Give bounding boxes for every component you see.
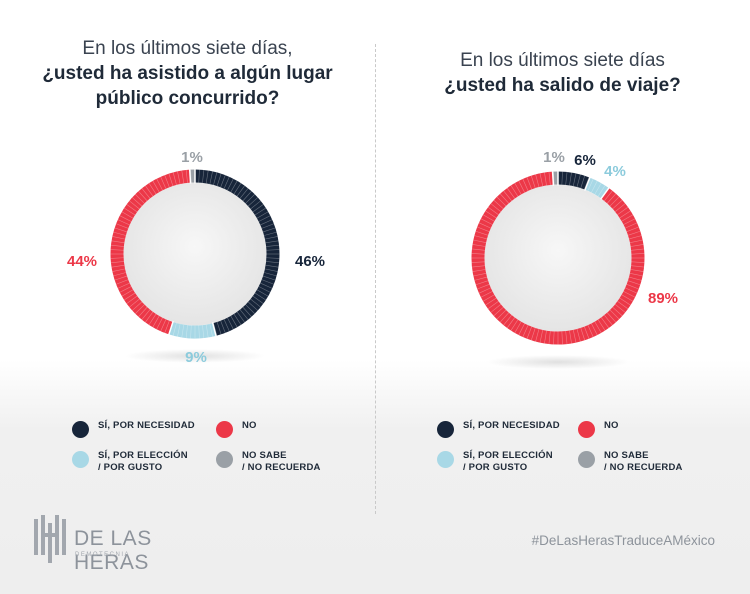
legend-label: NO SABE / NO RECUERDA [242,450,321,473]
donut-center [484,184,632,332]
donut-slice [471,171,645,345]
data-label: 44% [67,253,97,270]
data-label: 4% [604,163,626,180]
data-label: 1% [181,149,203,166]
chart-panel-asistido: En los últimos siete días, ¿usted ha asi… [0,0,375,520]
slice-separator [167,320,174,336]
donut-slice [194,169,280,336]
legend-swatch-lightblue [437,451,454,468]
chart-title-line1: En los últimos siete días [460,50,665,71]
donut-tick-marks [471,171,645,345]
legend-swatch-gray [578,451,595,468]
legend-item-no: NO [216,420,257,438]
legend-swatch-red [216,421,233,438]
data-label: 9% [185,349,207,366]
hashtag: #DeLasHerasTraduceAMéxico [531,533,715,548]
donut-chart-viaje: 6% 4% 89% 1% [471,149,678,369]
chart-title: En los últimos siete días, ¿usted ha asi… [0,36,375,111]
legend-label: SÍ, POR NECESIDAD [98,420,195,431]
chart-title-line2: ¿usted ha salido de viaje? [444,75,681,96]
legend-item-eleccion: SÍ, POR ELECCIÓN / POR GUSTO [437,450,553,474]
brand-logo: DE LAS HERAS DEMOTECNIA [34,515,214,574]
brand-name: DE LAS HERAS [74,527,152,574]
legend-label: NO [604,420,619,431]
donut-chart-asistido: 46% 9% 44% 1% [67,149,325,366]
donut-slice [110,169,191,335]
donut-shadow [486,355,630,369]
data-label: 89% [648,290,678,307]
legend-item-necesidad: SÍ, POR NECESIDAD [72,420,195,438]
donut-tick-marks [110,169,280,339]
chart-panel-viaje: En los últimos siete días ¿usted ha sali… [375,0,750,520]
chart-title-line1: En los últimos siete días, [82,38,293,59]
legend-item-eleccion: SÍ, POR ELECCIÓN / POR GUSTO [72,450,188,474]
chart-title-line2: ¿usted ha asistido a algún lugar [42,63,333,84]
brand-subtitle: DEMOTECNIA [75,552,131,558]
legend-label: NO [242,420,257,431]
slice-separator [211,322,217,338]
brand-logo-icon [34,515,66,563]
legend-swatch-navy [72,421,89,438]
legend-item-nosabe: NO SABE / NO RECUERDA [578,450,683,474]
slice-separator [600,186,611,200]
legend-swatch-lightblue [72,451,89,468]
slice-separator [188,168,192,184]
donut-center [123,182,267,326]
legend-label: NO SABE / NO RECUERDA [604,450,683,473]
legend: SÍ, POR NECESIDAD NO SÍ, POR ELECCIÓN / … [0,412,375,492]
legend-label: SÍ, POR NECESIDAD [463,420,560,431]
legend-swatch-gray [216,451,233,468]
legend: SÍ, POR NECESIDAD NO SÍ, POR ELECCIÓN / … [375,412,750,492]
data-label: 46% [295,253,325,270]
legend-label: SÍ, POR ELECCIÓN / POR GUSTO [98,450,188,473]
legend-item-nosabe: NO SABE / NO RECUERDA [216,450,321,474]
donut-shadow [124,349,266,363]
legend-swatch-navy [437,421,454,438]
legend-item-no: NO [578,420,619,438]
chart-title-line3: público concurrido? [95,88,280,109]
legend-label: SÍ, POR ELECCIÓN / POR GUSTO [463,450,553,473]
legend-swatch-red [578,421,595,438]
donut-slice [557,171,590,190]
chart-title: En los últimos siete días ¿usted ha sali… [375,48,750,98]
legend-item-necesidad: SÍ, POR NECESIDAD [437,420,560,438]
panel-divider [375,44,376,514]
data-label: 1% [543,149,565,166]
slice-separator [551,170,555,186]
donut-slice [168,321,217,339]
slice-separator [583,176,591,191]
data-label: 6% [574,152,596,169]
